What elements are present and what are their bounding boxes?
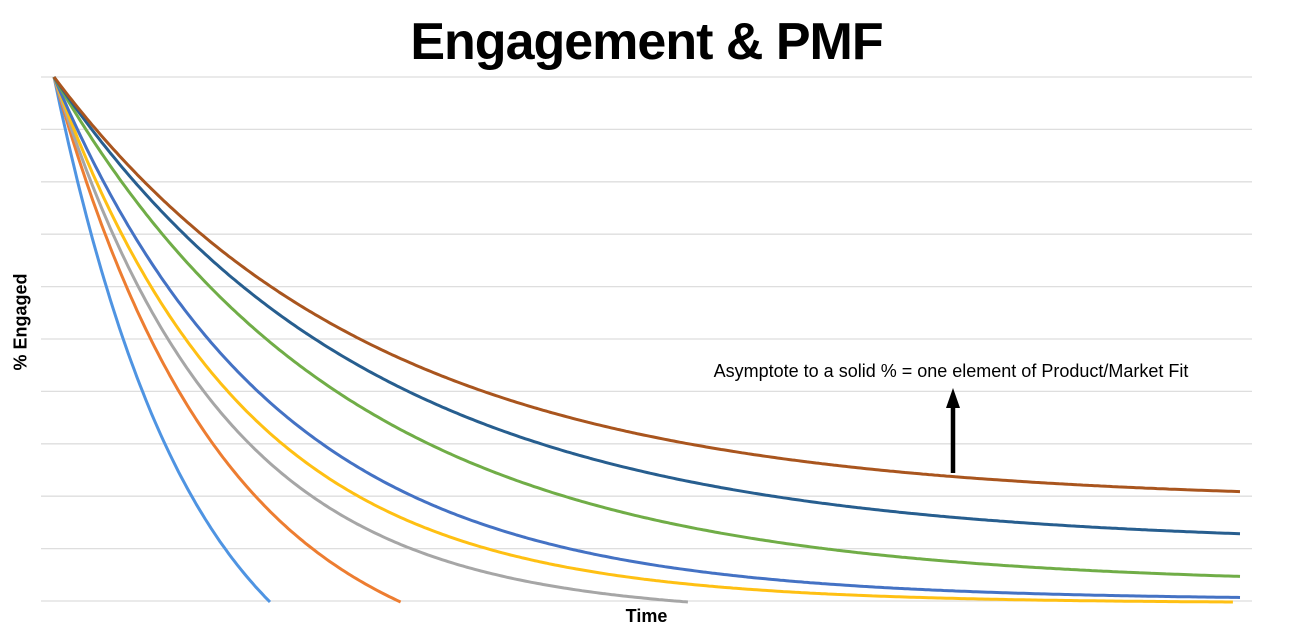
asymptote-arrow-icon [946, 388, 960, 473]
retention-curve-3 [52, 76, 689, 604]
retention-curve-7 [52, 76, 1241, 536]
retention-curve-5 [52, 76, 1241, 599]
chart-title: Engagement & PMF [410, 13, 883, 71]
retention-curve-8 [52, 76, 1241, 494]
retention-curve-4 [52, 76, 1233, 604]
x-axis-label: Time [625, 606, 668, 626]
retention-curve-1 [52, 76, 272, 604]
retention-curve-6 [52, 76, 1241, 578]
retention-curve-2 [52, 76, 402, 604]
retention-curves [52, 76, 1241, 604]
arrow-head [946, 388, 960, 408]
annotation-text: Asymptote to a solid % = one element of … [713, 361, 1189, 381]
gridlines [41, 76, 1252, 602]
